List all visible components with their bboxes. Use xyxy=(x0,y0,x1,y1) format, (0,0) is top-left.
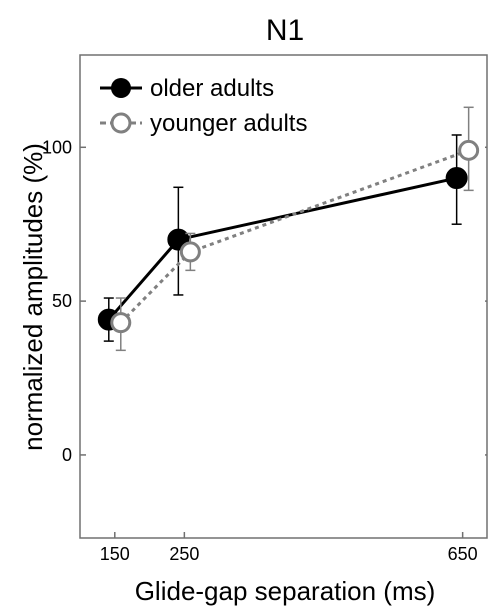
x-tick-label: 150 xyxy=(100,544,130,564)
x-tick-label: 650 xyxy=(448,544,478,564)
x-axis: 150 250 650 xyxy=(100,532,478,564)
legend-marker xyxy=(111,78,131,98)
plot-frame xyxy=(79,54,488,539)
series-layer xyxy=(97,106,480,352)
y-axis-title: normalized amplitudes (%) xyxy=(18,143,48,451)
y-axis: 0 50 100 xyxy=(42,137,487,465)
x-tick-label: 250 xyxy=(169,544,199,564)
y-tick-label: 0 xyxy=(62,445,72,465)
legend-marker xyxy=(110,112,132,134)
legend-label: younger adults xyxy=(150,110,307,137)
data-point xyxy=(110,312,132,334)
x-axis-title: Glide-gap separation (ms) xyxy=(135,576,436,606)
legend-label: older adults xyxy=(150,75,274,102)
series-older-adults xyxy=(97,134,468,342)
chart-title: N1 xyxy=(266,14,304,47)
y-tick-label: 50 xyxy=(52,291,72,311)
y-tick-label: 100 xyxy=(42,137,72,157)
series-line xyxy=(107,176,457,321)
legend-item: older adults xyxy=(100,75,274,102)
data-point xyxy=(179,241,201,263)
legend: older adults younger adults xyxy=(100,75,307,137)
data-point xyxy=(458,139,480,161)
data-point xyxy=(445,167,468,190)
series-younger-adults xyxy=(110,106,480,352)
legend-item: younger adults xyxy=(100,110,307,137)
